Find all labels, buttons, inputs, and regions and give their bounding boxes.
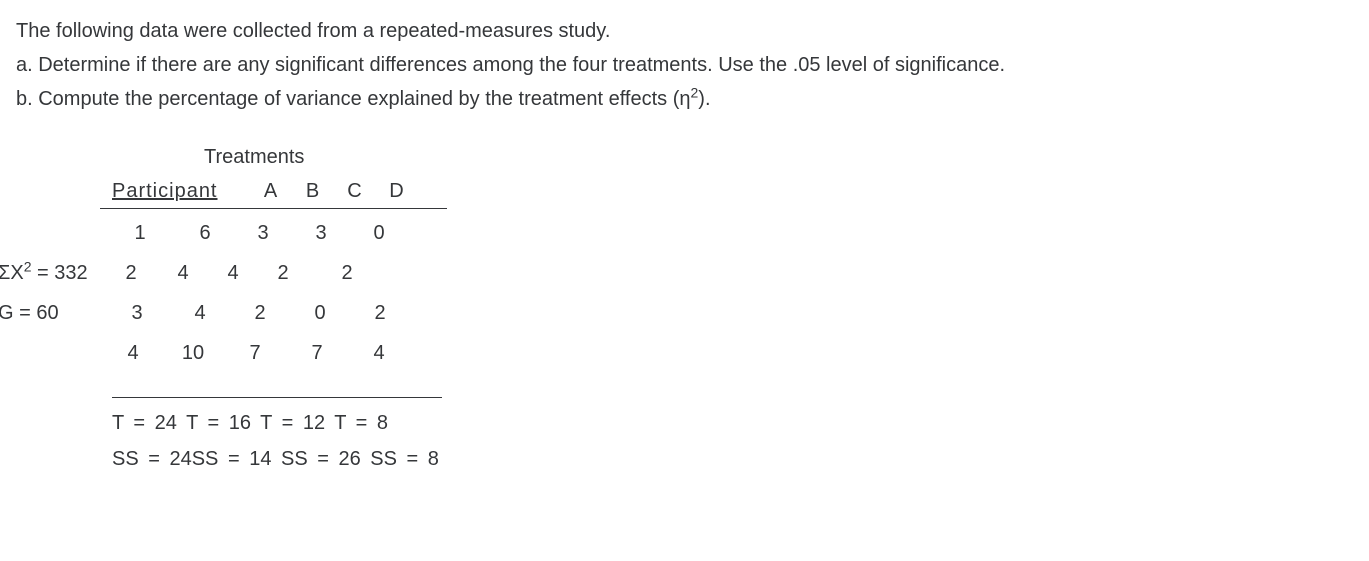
- horizontal-rule: [112, 397, 442, 398]
- table-header-row: Participant A B C D: [100, 174, 447, 209]
- question-prompt: The following data were collected from a…: [16, 14, 1353, 116]
- cell: 0: [290, 293, 350, 333]
- table-row: ΣX2 = 332 2 4 4 2 2: [100, 253, 1353, 293]
- cell: 7: [224, 333, 286, 373]
- table-row: G = 60 3 4 2 0 2: [100, 293, 1353, 333]
- sigma-x-suffix: = 332: [32, 262, 88, 284]
- participant-id: 2: [104, 253, 158, 293]
- totals-t-line: T = 24 T = 16 T = 12 T = 8: [112, 406, 1353, 440]
- eta-symbol: η: [679, 88, 690, 110]
- cell: 2: [230, 293, 290, 333]
- cell: 4: [158, 253, 208, 293]
- table-body: 1 6 3 3 0 ΣX2 = 332 2 4 4 2 2 G = 60 3 4: [100, 213, 1353, 373]
- cell: 6: [176, 213, 234, 253]
- prompt-line-1: The following data were collected from a…: [16, 14, 1353, 48]
- page: The following data were collected from a…: [0, 0, 1369, 476]
- participant-header: Participant: [112, 174, 218, 208]
- column-header-c: C: [334, 174, 376, 208]
- column-header-d: D: [376, 174, 418, 208]
- participant-id: 1: [104, 213, 176, 253]
- column-header-b: B: [292, 174, 334, 208]
- treatments-heading: Treatments: [100, 140, 1353, 174]
- prompt-line-3: b. Compute the percentage of variance ex…: [16, 82, 1353, 116]
- cell: 2: [258, 253, 308, 293]
- cell: 3: [292, 213, 350, 253]
- totals-block: T = 24 T = 16 T = 12 T = 8 SS = 24SS = 1…: [100, 406, 1353, 476]
- table-row: 4 10 7 7 4: [100, 333, 1353, 373]
- prompt-line-3-prefix: b. Compute the percentage of variance ex…: [16, 88, 679, 110]
- cell: 4: [170, 293, 230, 333]
- data-table-block: Treatments Participant A B C D 1 6 3 3 0…: [16, 140, 1353, 476]
- cell: 0: [350, 213, 408, 253]
- cell: 2: [308, 253, 372, 293]
- cell: 7: [286, 333, 348, 373]
- row-left-note: G = 60: [0, 293, 104, 333]
- prompt-line-3-suffix: ).: [698, 88, 710, 110]
- row-left-note: ΣX2 = 332: [0, 253, 104, 293]
- participant-id: 4: [104, 333, 162, 373]
- cell: 2: [350, 293, 410, 333]
- totals-ss-line: SS = 24SS = 14 SS = 26 SS = 8: [112, 442, 1353, 476]
- sigma-x-sup: 2: [24, 258, 32, 274]
- cell: 10: [162, 333, 224, 373]
- prompt-line-2: a. Determine if there are any significan…: [16, 48, 1353, 82]
- column-header-a: A: [250, 174, 292, 208]
- cell: 4: [208, 253, 258, 293]
- sigma-x-prefix: ΣX: [0, 262, 24, 284]
- participant-id: 3: [104, 293, 170, 333]
- cell: 3: [234, 213, 292, 253]
- cell: 4: [348, 333, 410, 373]
- table-row: 1 6 3 3 0: [100, 213, 1353, 253]
